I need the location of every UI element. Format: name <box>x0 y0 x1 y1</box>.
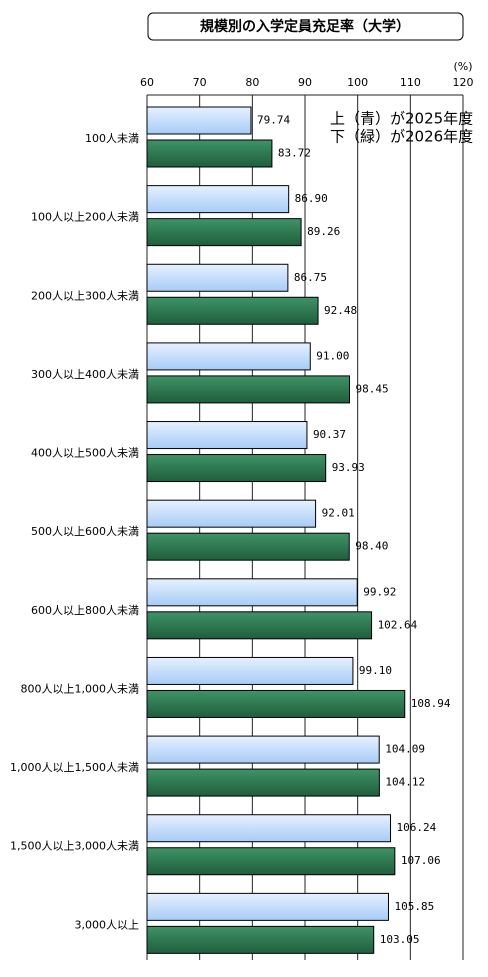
value-label: 89.26 <box>307 225 340 238</box>
category-label: 300人以上400人未満 <box>31 368 139 381</box>
value-label: 86.90 <box>295 192 328 205</box>
value-label: 86.75 <box>294 271 327 284</box>
category-label: 1,000人以上1,500人未満 <box>10 761 139 774</box>
value-label: 106.24 <box>397 821 437 834</box>
bar <box>146 454 327 483</box>
category-label: 1,500人以上3,000人未満 <box>10 840 139 853</box>
value-label: 92.01 <box>322 507 355 520</box>
bar <box>146 499 317 528</box>
value-label: 91.00 <box>316 349 349 362</box>
value-label: 90.37 <box>313 428 346 441</box>
legend-text: 上（青）が2025年度 <box>330 110 473 128</box>
bar <box>146 263 289 292</box>
bar <box>146 185 290 214</box>
bar <box>146 768 380 797</box>
bar <box>146 342 311 371</box>
bar <box>146 611 373 640</box>
bar <box>146 689 406 718</box>
x-tick-label: 60 <box>140 76 154 89</box>
value-label: 104.09 <box>385 743 425 756</box>
bar <box>146 814 392 843</box>
value-label: 98.40 <box>355 540 388 553</box>
value-label: 102.64 <box>378 618 418 631</box>
bar <box>146 578 358 607</box>
value-label: 93.93 <box>332 461 365 474</box>
value-label: 107.06 <box>401 854 441 867</box>
bar <box>146 656 354 685</box>
bar <box>146 532 350 561</box>
bar <box>146 925 375 954</box>
bar <box>146 735 380 764</box>
x-tick-label: 80 <box>245 76 259 89</box>
category-label: 400人以上500人未満 <box>31 447 139 460</box>
value-label: 104.12 <box>385 776 425 789</box>
category-label: 800人以上1,000人未満 <box>21 682 140 695</box>
value-label: 105.85 <box>394 900 434 913</box>
value-label: 108.94 <box>411 697 451 710</box>
value-label: 92.48 <box>324 304 357 317</box>
bar <box>146 106 252 135</box>
category-label: 600人以上800人未満 <box>31 604 139 617</box>
chart-title: 規模別の入学定員充足率（大学） <box>200 18 410 35</box>
category-label: 100人以上200人未満 <box>31 211 139 224</box>
value-label: 99.92 <box>363 585 396 598</box>
bar <box>146 139 273 168</box>
value-label: 98.45 <box>356 382 389 395</box>
bar <box>146 375 351 404</box>
value-label: 99.10 <box>359 664 392 677</box>
title-box <box>147 12 464 41</box>
bar <box>146 218 302 247</box>
category-label: 500人以上600人未満 <box>31 525 139 538</box>
value-label: 79.74 <box>257 114 290 127</box>
x-tick-label: 110 <box>400 76 421 89</box>
value-label: 103.05 <box>380 933 420 946</box>
bar <box>146 421 308 450</box>
x-tick-label: 70 <box>193 76 207 89</box>
value-label: 83.72 <box>278 147 311 160</box>
x-tick-label: 120 <box>453 76 474 89</box>
x-tick-label: 100 <box>347 76 368 89</box>
category-label: 200人以上300人未満 <box>31 289 139 302</box>
bar <box>146 296 319 325</box>
category-label: 3,000人以上 <box>75 918 140 931</box>
category-label: 100人未満 <box>85 132 139 145</box>
bar <box>146 892 389 921</box>
bar <box>146 847 396 876</box>
x-tick-label: 90 <box>298 76 312 89</box>
unit-label: (%) <box>453 60 472 73</box>
legend-text: 下（緑）が2026年度 <box>330 128 473 146</box>
